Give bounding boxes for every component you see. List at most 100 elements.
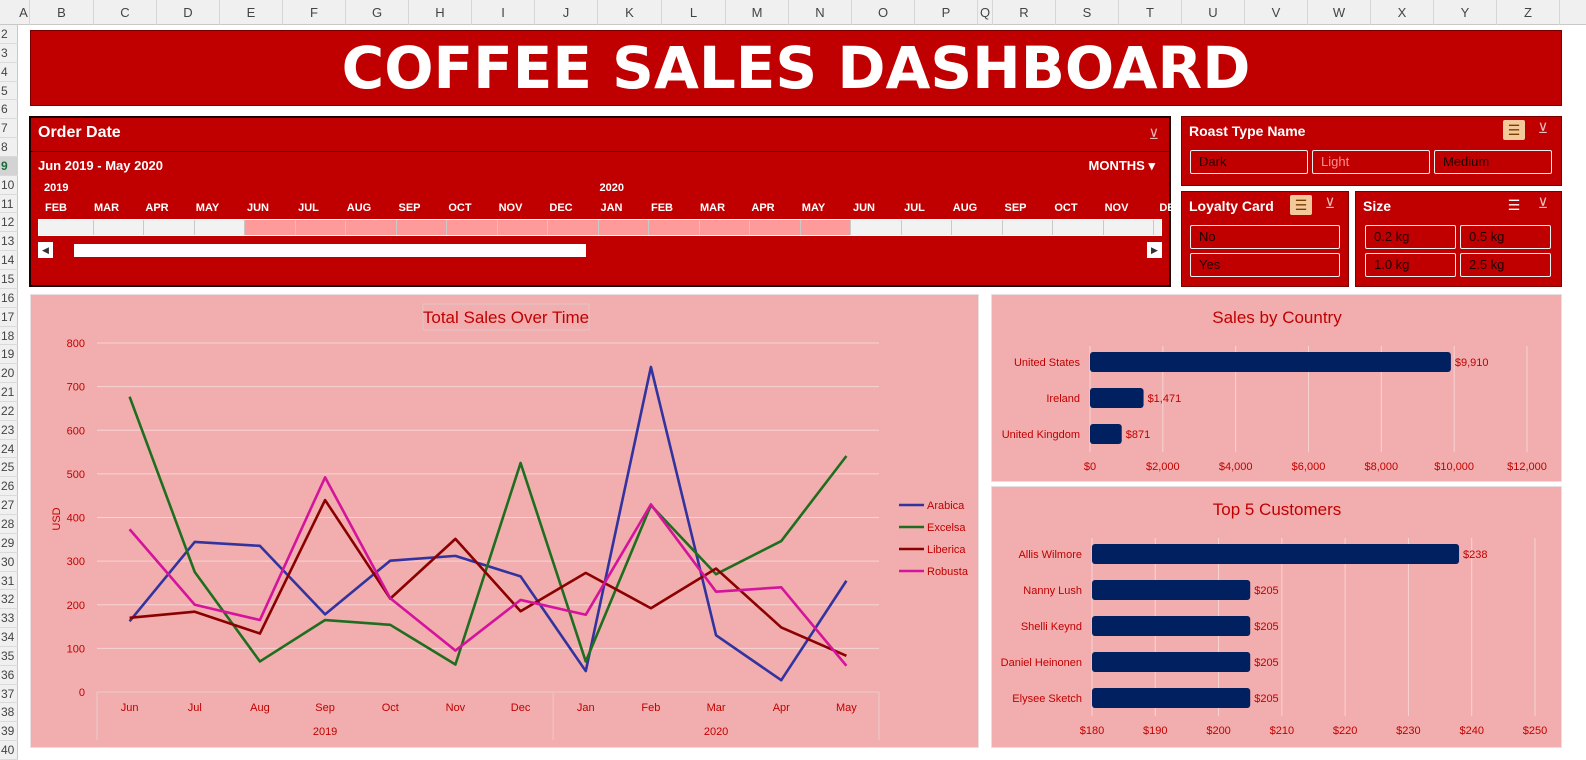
column-header[interactable]: G <box>346 0 409 25</box>
timeline-month-cell[interactable] <box>295 220 346 235</box>
row-header[interactable]: 32 <box>0 590 18 610</box>
timeline-month-label[interactable]: JUN <box>246 202 269 214</box>
clear-filter-icon[interactable]: ⊻ <box>1537 195 1549 211</box>
column-header[interactable]: Q <box>978 0 993 25</box>
column-header[interactable]: T <box>1119 0 1182 25</box>
timeline-month-label[interactable]: JUL <box>904 202 925 214</box>
row-header[interactable]: 38 <box>0 703 18 723</box>
timeline-month-label[interactable]: JUN <box>852 202 875 214</box>
timeline-month-cell[interactable] <box>245 220 296 235</box>
column-header[interactable]: I <box>472 0 535 25</box>
column-header[interactable]: N <box>789 0 852 25</box>
column-header[interactable]: M <box>726 0 789 25</box>
timeline-month-cell[interactable] <box>902 220 952 235</box>
series-line-excelsa[interactable] <box>128 396 848 666</box>
timeline-month-cell[interactable] <box>447 220 498 235</box>
legend-entry[interactable]: Excelsa <box>927 522 966 534</box>
row-header[interactable]: 28 <box>0 515 18 534</box>
legend-entry[interactable]: Liberica <box>927 544 966 556</box>
timeline-month-cell[interactable] <box>699 220 750 235</box>
timeline-month-cell[interactable] <box>548 220 599 235</box>
timeline-month-label[interactable]: SEP <box>398 202 421 214</box>
timeline-month-cell[interactable] <box>43 220 94 235</box>
legend-entry[interactable]: Arabica <box>927 500 965 512</box>
slicer-item-1-0-kg[interactable]: 1.0 kg <box>1365 253 1456 277</box>
timeline-month-cell[interactable] <box>396 220 447 235</box>
timeline-month-cell[interactable] <box>1104 220 1154 235</box>
timeline-month-cell[interactable] <box>497 220 548 235</box>
bar[interactable] <box>1090 388 1144 408</box>
row-header[interactable]: 21 <box>0 383 18 402</box>
timeline-month-label[interactable]: FEB <box>45 202 67 214</box>
scroll-right-icon[interactable]: ▶ <box>1147 242 1162 258</box>
total-sales-chart-panel[interactable]: Total Sales Over Time 0 100 200 300 400 500 600… <box>30 294 979 748</box>
timeline-month-cell[interactable] <box>750 220 801 235</box>
timeline-month-label[interactable]: DE <box>1159 202 1175 214</box>
series-line-robusta[interactable] <box>128 476 848 667</box>
bar[interactable] <box>1092 616 1251 636</box>
timeline-scrollbar[interactable]: ◀ ▶ <box>38 242 1162 258</box>
timeline-month-label[interactable]: OCT <box>448 202 472 214</box>
row-header[interactable]: 37 <box>0 685 18 704</box>
row-header[interactable]: 36 <box>0 666 18 685</box>
column-header[interactable]: L <box>662 0 726 25</box>
slicer-item-0-5-kg[interactable]: 0.5 kg <box>1460 225 1551 249</box>
series-line-liberica[interactable] <box>129 498 847 657</box>
timeline-month-cell[interactable] <box>195 220 245 235</box>
bar[interactable] <box>1092 652 1251 672</box>
slicer-item-0-2-kg[interactable]: 0.2 kg <box>1365 225 1456 249</box>
scroll-left-icon[interactable]: ◀ <box>38 242 53 258</box>
clear-filter-icon[interactable]: ⊻ <box>1324 195 1336 211</box>
multi-select-icon[interactable]: ☰ <box>1290 195 1312 215</box>
timeline-month-cell[interactable] <box>144 220 195 235</box>
row-header[interactable]: 7 <box>0 119 18 139</box>
row-header[interactable]: 12 <box>0 213 18 233</box>
row-header[interactable]: 3 <box>0 44 18 63</box>
timeline-month-label[interactable]: NOV <box>1104 202 1129 214</box>
bar[interactable] <box>1090 424 1122 444</box>
column-header[interactable]: K <box>598 0 662 25</box>
bar[interactable] <box>1092 544 1460 564</box>
top-customers-panel[interactable]: Top 5 Customers $180 $190 $200 $210 $220 $230 $… <box>991 486 1562 748</box>
timeline-month-label[interactable]: MAY <box>801 202 826 214</box>
timeline-month-label[interactable]: NOV <box>498 202 523 214</box>
row-header[interactable]: 29 <box>0 534 18 553</box>
slicer-item-dark[interactable]: Dark <box>1190 150 1308 174</box>
row-header[interactable]: 15 <box>0 270 18 289</box>
row-header[interactable]: 14 <box>0 251 18 270</box>
timeline-month-label[interactable]: SEP <box>1004 202 1027 214</box>
row-header[interactable]: 33 <box>0 609 18 629</box>
row-header[interactable]: 11 <box>0 195 18 214</box>
column-header[interactable]: O <box>852 0 915 25</box>
column-header[interactable]: J <box>535 0 598 25</box>
column-header[interactable]: F <box>283 0 346 25</box>
slicer-item-2-5-kg[interactable]: 2.5 kg <box>1460 253 1551 277</box>
row-header[interactable]: 34 <box>0 628 18 647</box>
series-line-arabica[interactable] <box>128 365 848 682</box>
timeline-month-label[interactable]: DEC <box>549 202 573 214</box>
timeline-level-dropdown[interactable]: MONTHS ▾ <box>1089 158 1156 174</box>
column-header[interactable]: U <box>1182 0 1245 25</box>
multi-select-icon[interactable]: ☰ <box>1503 120 1525 140</box>
timeline-month-cell[interactable] <box>598 220 649 235</box>
row-header[interactable]: 19 <box>0 345 18 365</box>
row-header[interactable]: 9 <box>0 156 18 176</box>
row-header[interactable]: 13 <box>0 232 18 252</box>
row-header[interactable]: 22 <box>0 402 18 421</box>
timeline-month-cell[interactable] <box>649 220 700 235</box>
row-header[interactable]: 39 <box>0 722 18 742</box>
timeline-month-label[interactable]: JAN <box>600 202 623 214</box>
clear-filter-icon[interactable]: ⊻ <box>1537 120 1549 136</box>
timeline-month-cell[interactable] <box>94 220 144 235</box>
column-header[interactable]: H <box>409 0 472 25</box>
column-header[interactable]: V <box>1245 0 1308 25</box>
timeline-month-cell[interactable] <box>1053 220 1104 235</box>
timeline-month-cell[interactable] <box>952 220 1003 235</box>
column-header[interactable]: S <box>1056 0 1119 25</box>
row-header[interactable]: 31 <box>0 572 18 591</box>
timeline-month-label[interactable]: APR <box>751 202 775 214</box>
timeline-month-label[interactable]: FEB <box>651 202 673 214</box>
row-header[interactable]: 20 <box>0 364 18 384</box>
timeline-month-label[interactable]: APR <box>145 202 169 214</box>
timeline-month-label[interactable]: MAR <box>699 202 726 214</box>
